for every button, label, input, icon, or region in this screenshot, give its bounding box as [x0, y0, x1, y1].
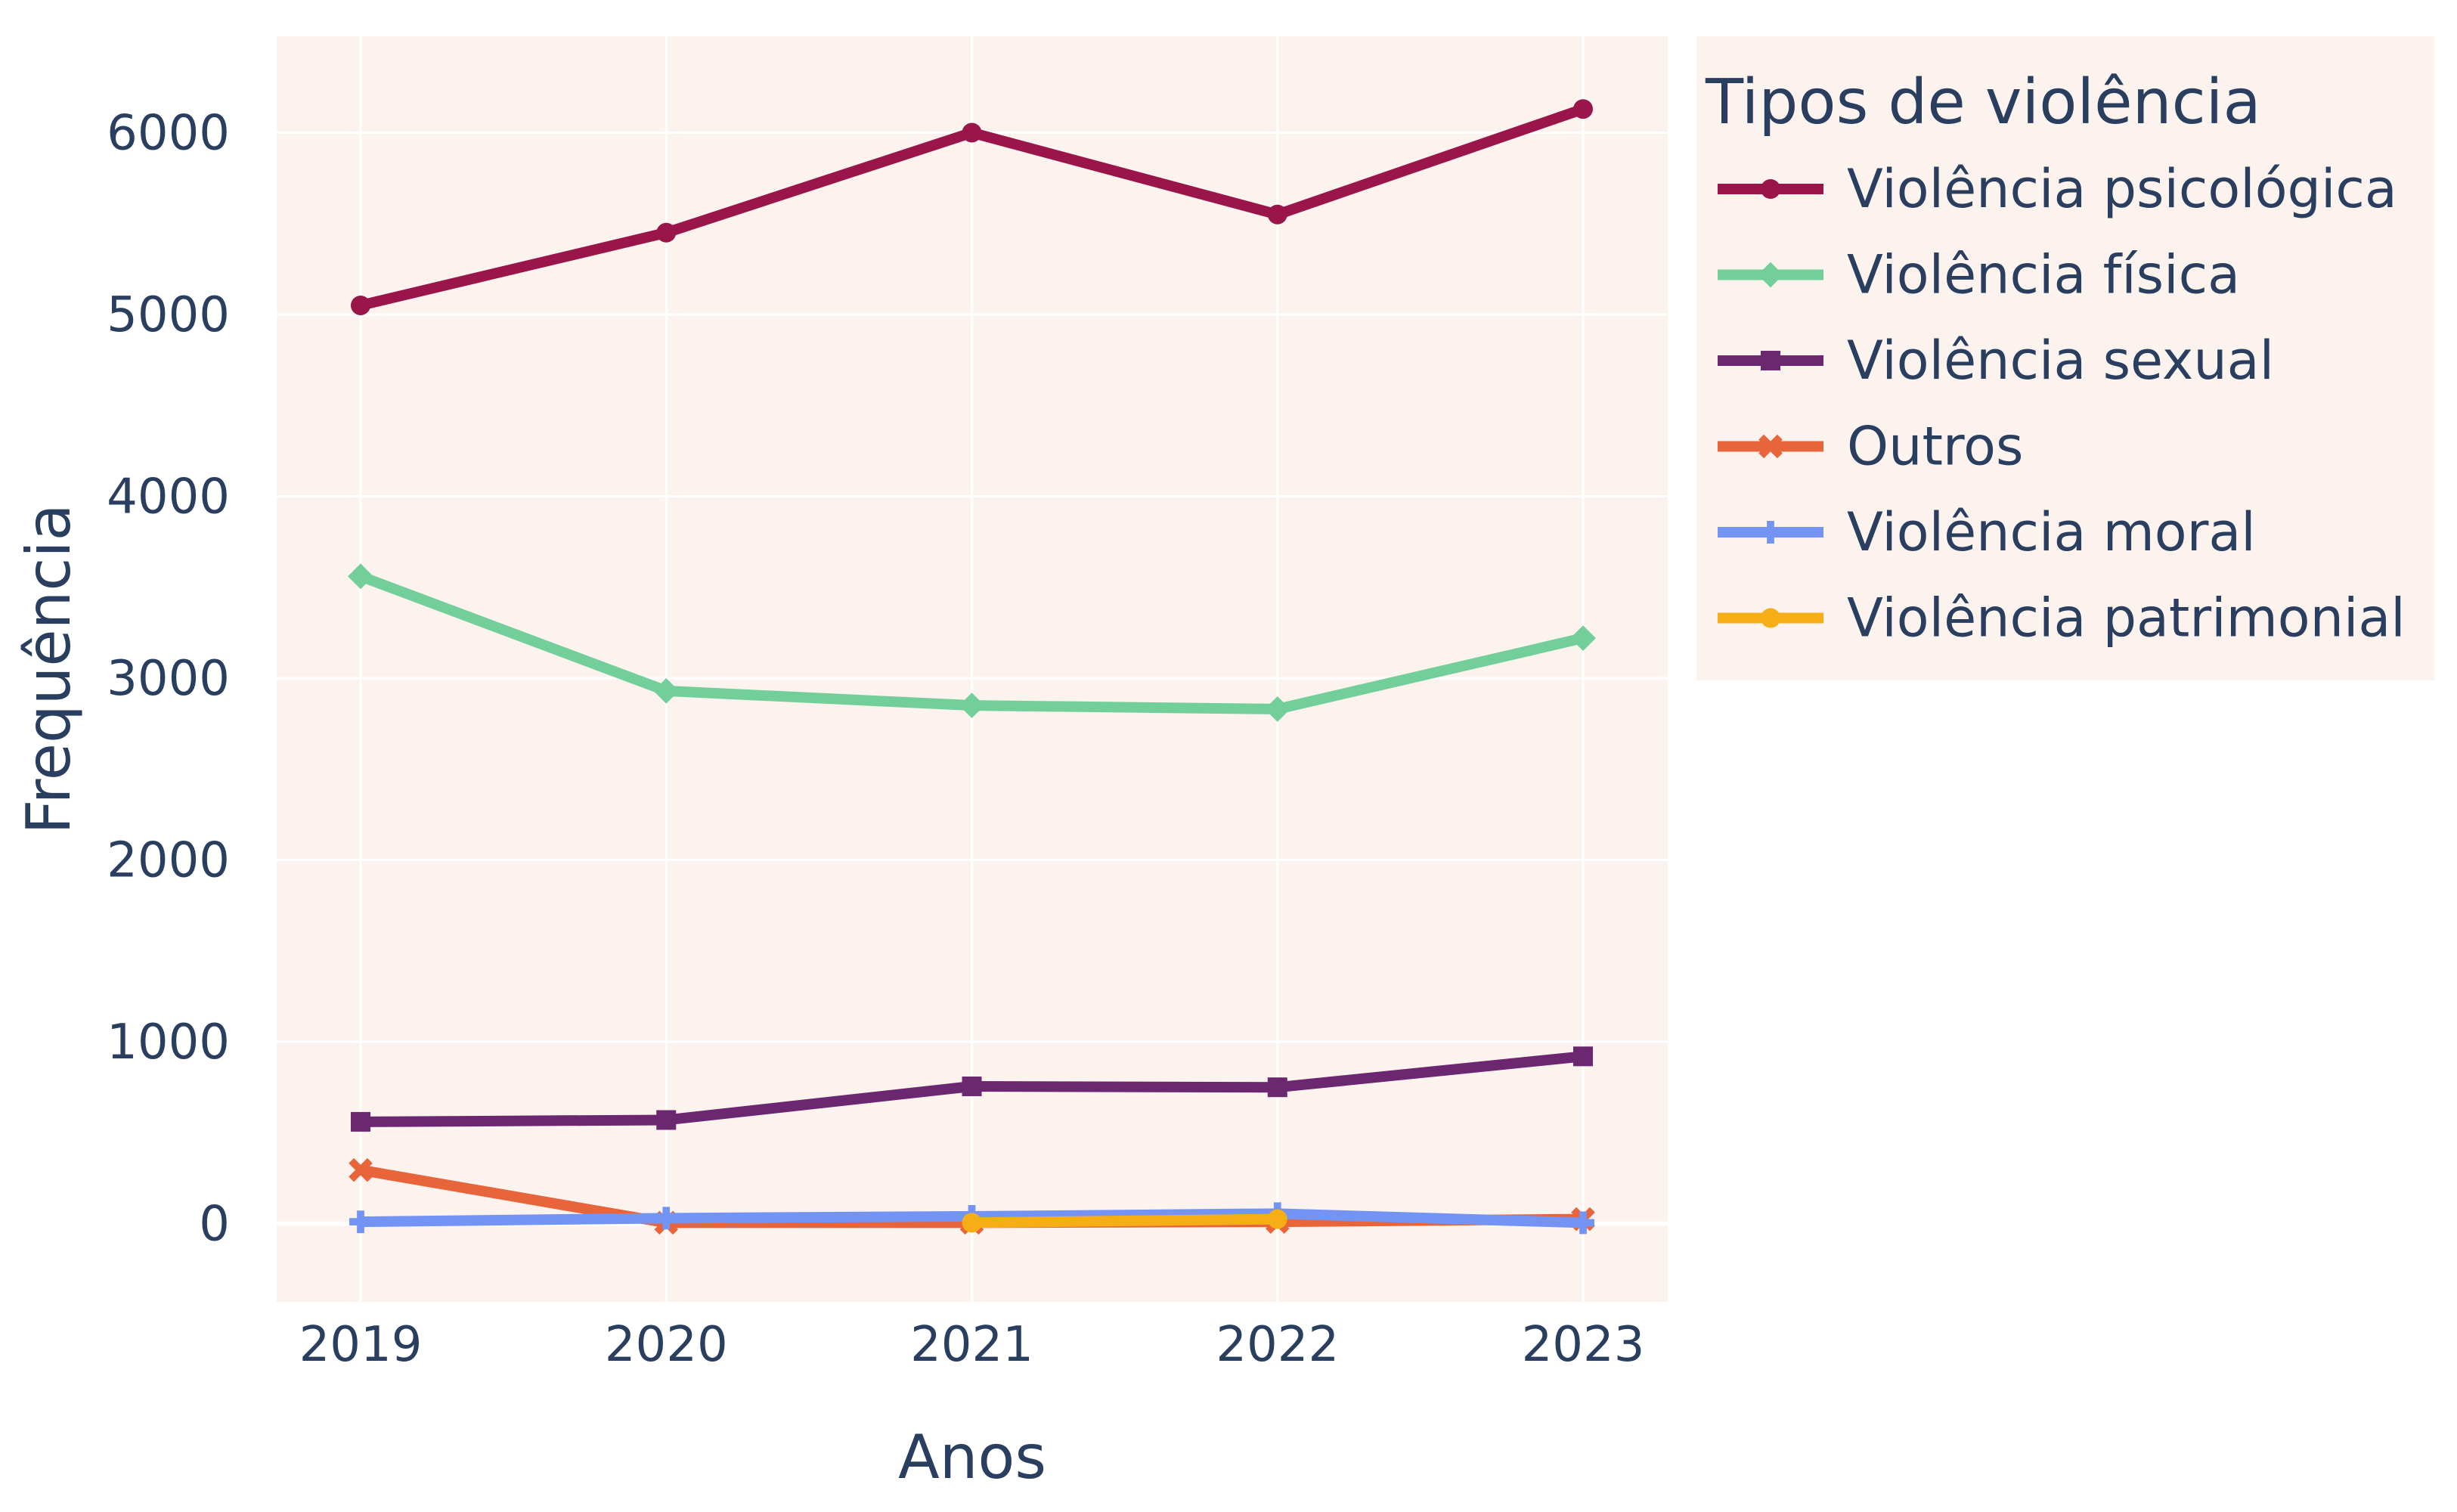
- y-tick-label: 5000: [107, 287, 230, 343]
- legend-label: Violência sexual: [1847, 330, 2274, 392]
- data-point: [1267, 1077, 1287, 1098]
- legend-item[interactable]: Violência física: [1718, 244, 2240, 306]
- y-axis-ticks: 0 1000 2000 3000 4000 5000 6000: [107, 105, 230, 1252]
- x-tick-label: 2021: [910, 1317, 1033, 1373]
- legend-item[interactable]: Violência patrimonial: [1718, 587, 2406, 649]
- legend-item[interactable]: Violência sexual: [1718, 330, 2274, 392]
- series-2: [351, 1046, 1593, 1132]
- data-point: [962, 1076, 982, 1096]
- x-tick-label: 2020: [605, 1317, 728, 1373]
- series-5: [962, 1209, 1287, 1233]
- legend-label: Violência patrimonial: [1847, 587, 2406, 649]
- legend-item[interactable]: Violência moral: [1718, 501, 2256, 563]
- y-tick-label: 0: [199, 1197, 230, 1253]
- y-tick-label: 4000: [107, 469, 230, 525]
- legend-marker: [1758, 434, 1783, 459]
- series-line: [966, 1213, 1283, 1228]
- series-0: [351, 99, 1593, 315]
- x-tick-label: 2019: [299, 1317, 423, 1373]
- data-point: [351, 295, 370, 315]
- data-point: [1264, 696, 1290, 722]
- legend-title: Tipos de violência: [1705, 67, 2261, 138]
- data-point: [655, 1207, 678, 1230]
- data-point: [349, 1157, 373, 1182]
- legend-label: Violência física: [1847, 244, 2240, 306]
- legend-label: Violência moral: [1847, 501, 2256, 563]
- series-layer: [348, 99, 1596, 1235]
- legend-item[interactable]: Outros: [1718, 416, 2023, 478]
- data-point: [1267, 1209, 1287, 1229]
- x-axis-ticks: 2019 2020 2021 2022 2023: [299, 1317, 1645, 1373]
- series-1: [348, 563, 1596, 722]
- data-point: [349, 1210, 372, 1234]
- legend-item[interactable]: Violência psicológica: [1718, 158, 2397, 220]
- data-point: [653, 677, 680, 704]
- data-point: [962, 1213, 982, 1233]
- legend-label: Violência psicológica: [1847, 158, 2397, 220]
- y-tick-label: 2000: [107, 833, 230, 889]
- data-point: [962, 122, 982, 143]
- data-point: [1267, 204, 1287, 225]
- x-tick-label: 2023: [1522, 1317, 1645, 1373]
- y-tick-label: 1000: [107, 1015, 230, 1070]
- y-tick-label: 3000: [107, 651, 230, 707]
- legend-marker: [1761, 351, 1780, 370]
- y-axis-title: Frequência: [14, 503, 84, 834]
- data-point: [656, 1110, 677, 1130]
- data-point: [351, 1111, 370, 1132]
- legend-marker: [1761, 179, 1780, 199]
- legend-marker: [1759, 521, 1782, 544]
- data-point: [959, 692, 985, 719]
- legend-label: Outros: [1847, 416, 2023, 478]
- legend-marker: [1761, 608, 1780, 628]
- data-point: [1572, 1211, 1594, 1235]
- data-point: [348, 563, 373, 590]
- y-tick-label: 6000: [107, 105, 230, 161]
- data-point: [1573, 1046, 1593, 1067]
- data-point: [1573, 99, 1593, 119]
- legend-marker: [1758, 262, 1783, 288]
- x-tick-label: 2022: [1216, 1317, 1339, 1373]
- x-axis-title: Anos: [898, 1422, 1046, 1492]
- data-point: [1570, 625, 1596, 652]
- legend: Violência psicológica Violência física Vio…: [1718, 158, 2406, 649]
- data-point: [656, 222, 677, 243]
